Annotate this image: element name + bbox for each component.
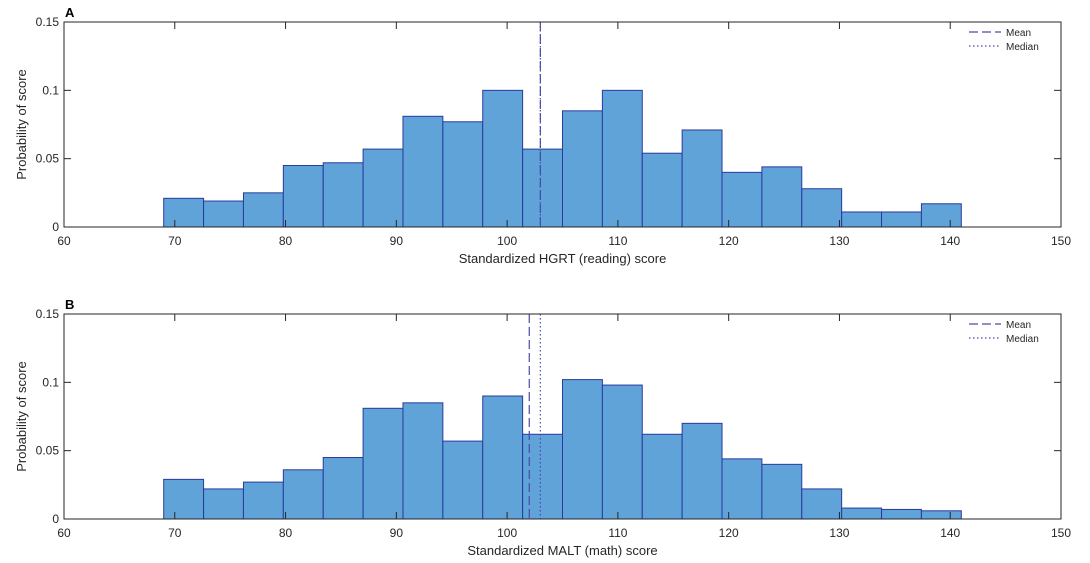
x-tick-label: 60	[57, 526, 71, 540]
histogram-bar	[841, 211, 883, 228]
histogram-bar	[641, 152, 683, 228]
panel-label: A	[65, 5, 75, 20]
histogram-bar	[522, 148, 563, 228]
histogram-bar	[721, 458, 763, 520]
histogram-bar	[761, 166, 803, 228]
legend-mean-label: Mean	[1006, 320, 1031, 331]
x-tick-label: 140	[940, 234, 960, 248]
y-tick-label: 0.15	[36, 15, 60, 29]
histogram-bar	[881, 211, 922, 228]
histogram-bar	[402, 115, 444, 228]
histogram-bar	[801, 188, 843, 228]
x-tick-label: 100	[497, 234, 517, 248]
histogram-bar	[203, 200, 244, 228]
x-tick-label: 120	[719, 526, 739, 540]
x-tick-label: 80	[279, 526, 293, 540]
x-axis-title: Standardized MALT (math) score	[467, 543, 657, 558]
histogram-panel: 60 70 80 90 100 110 120 130 140 150 0 0.05 0.1 0.15 St…	[14, 297, 1071, 558]
y-tick-label: 0.15	[36, 307, 60, 321]
x-tick-label: 60	[57, 234, 71, 248]
x-tick-label: 140	[940, 526, 960, 540]
histogram-bar	[482, 395, 524, 520]
x-tick-label: 110	[608, 526, 627, 540]
y-tick-label: 0.1	[42, 375, 59, 389]
histogram-bar	[362, 407, 404, 520]
y-tick-label: 0.1	[42, 83, 59, 97]
x-tick-label: 110	[608, 234, 627, 248]
x-tick-label: 120	[719, 234, 739, 248]
histogram-bar	[163, 197, 205, 228]
histogram-bar	[242, 192, 284, 228]
x-tick-label: 150	[1051, 526, 1071, 540]
histogram-bar	[920, 510, 962, 520]
histogram-bar	[442, 440, 484, 520]
histogram-bar	[402, 402, 444, 520]
histogram-bar	[482, 89, 524, 228]
histogram-bar	[681, 422, 723, 520]
x-tick-label: 80	[279, 234, 293, 248]
histogram-bar	[761, 463, 803, 520]
legend: Mean Median	[969, 28, 1039, 53]
x-tick-label: 100	[497, 526, 517, 540]
x-tick-label: 90	[390, 526, 404, 540]
histogram-bar	[562, 379, 603, 520]
x-axis-title: Standardized HGRT (reading) score	[459, 251, 667, 266]
y-tick-label: 0.05	[36, 152, 60, 166]
axes-box	[63, 313, 1062, 520]
histogram-bar	[322, 457, 364, 520]
y-tick-label: 0	[52, 512, 59, 526]
histogram-bar	[282, 165, 324, 228]
histogram-bar	[442, 121, 484, 228]
histogram-bar	[163, 478, 205, 520]
histogram-bar	[801, 488, 843, 520]
histogram-bar	[841, 507, 883, 520]
y-axis-title: Probability of score	[14, 69, 29, 180]
panel-label: B	[65, 297, 74, 312]
histogram-bar	[522, 433, 563, 520]
axes-box	[63, 21, 1062, 228]
x-tick-label: 130	[829, 526, 849, 540]
histogram-bar	[881, 508, 922, 520]
histogram-bar	[242, 481, 284, 520]
histogram-bar	[721, 171, 763, 228]
x-tick-label: 130	[829, 234, 849, 248]
histogram-bar	[282, 469, 324, 520]
histogram-bar	[601, 89, 643, 228]
histogram-panel: 60 70 80 90 100 110 120 130 140 150 0 0.05 0.1 0.15 St…	[14, 5, 1071, 266]
x-tick-label: 90	[390, 234, 404, 248]
histogram-bar	[681, 129, 723, 228]
histogram-bar	[601, 384, 643, 520]
y-tick-label: 0	[52, 220, 59, 234]
legend-mean-label: Mean	[1006, 28, 1031, 39]
y-tick-label: 0.05	[36, 444, 60, 458]
x-tick-label: 150	[1051, 234, 1071, 248]
histogram-bar	[362, 148, 404, 228]
x-tick-label: 70	[168, 234, 182, 248]
histogram-bar	[322, 162, 364, 228]
legend: Mean Median	[969, 320, 1039, 345]
histogram-bar	[562, 110, 603, 228]
y-axis-title: Probability of score	[14, 361, 29, 472]
histogram-bar	[641, 433, 683, 520]
x-tick-label: 70	[168, 526, 182, 540]
histogram-bar	[920, 203, 962, 228]
legend-median-label: Median	[1006, 42, 1039, 53]
legend-median-label: Median	[1006, 334, 1039, 345]
histogram-bar	[203, 488, 244, 520]
